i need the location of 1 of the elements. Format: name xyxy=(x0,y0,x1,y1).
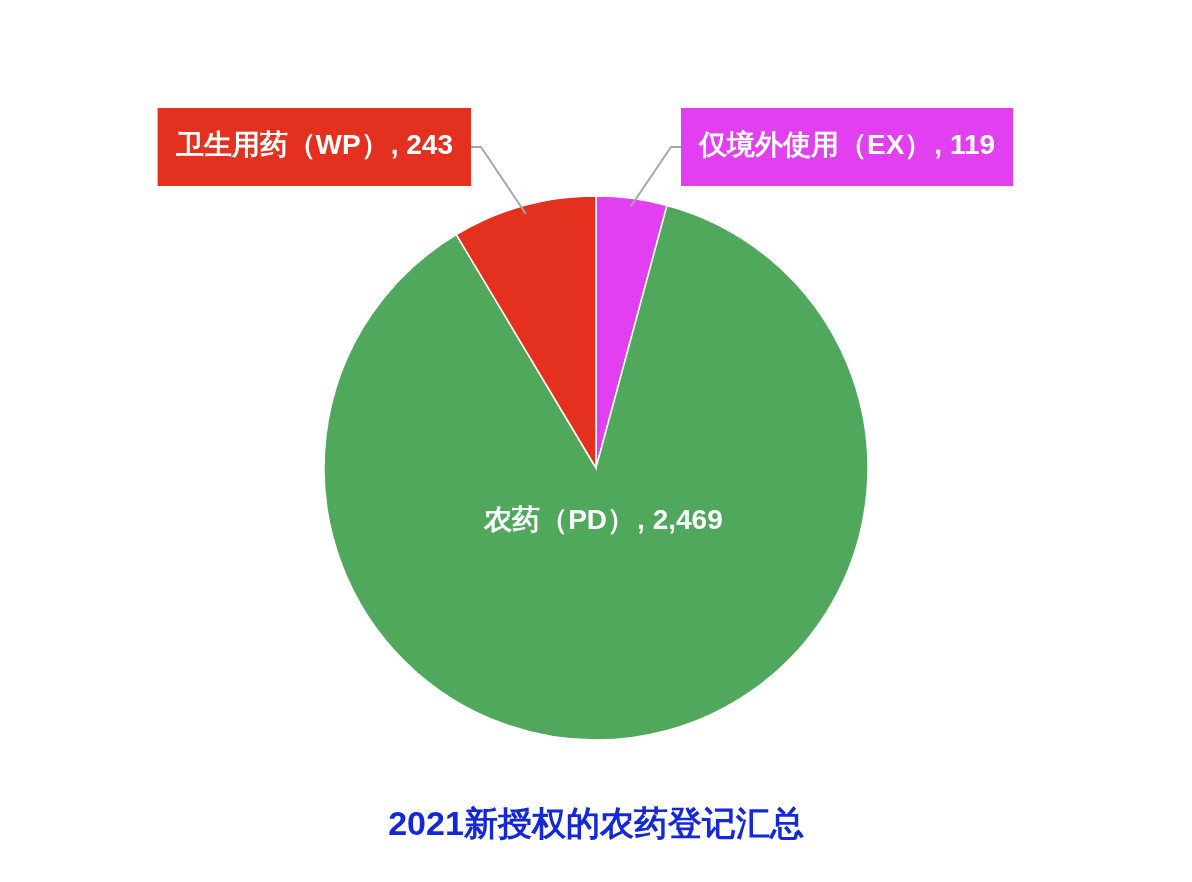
title: 2021新授权的农药登记汇总 xyxy=(388,804,804,842)
